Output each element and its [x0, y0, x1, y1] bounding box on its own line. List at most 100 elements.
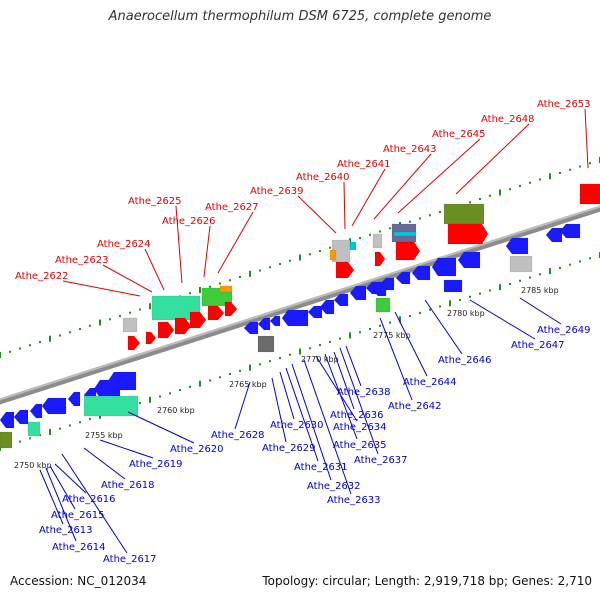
track-tick-0-2: [19, 347, 21, 350]
track-tick-0-13: [129, 311, 131, 314]
leader-bottom-22: [469, 299, 536, 340]
feature-blue-arrow-14: [333, 293, 349, 307]
track-tick-1-24: [239, 369, 241, 372]
label-Athe_2629: Athe_2629: [262, 443, 316, 454]
label-Athe_2618: Athe_2618: [101, 480, 155, 491]
feature-aquamarine-bottom: [83, 395, 139, 417]
track-tick-1-6: [59, 427, 61, 430]
label-Athe_2641: Athe_2641: [337, 159, 391, 170]
label-Athe_2649: Athe_2649: [537, 325, 591, 336]
track-tick-1-30: [299, 348, 301, 355]
track-tick-0-44: [439, 211, 441, 213]
track-tick-0-25: [249, 270, 251, 277]
track-tick-0-10: [99, 319, 101, 326]
feature-cyan-top: [349, 241, 357, 251]
track-tick-0-39: [389, 227, 391, 230]
track-tick-0-29: [289, 259, 291, 262]
track-tick-0-23: [229, 279, 231, 282]
label-Athe_2653: Athe_2653: [537, 99, 591, 110]
track-tick-1-46: [459, 299, 461, 302]
leader-bottom-1: [45, 467, 77, 542]
leader-bottom-14: [315, 355, 358, 422]
track-tick-0-53: [529, 181, 531, 184]
feature-blue-arrow-3: [41, 397, 67, 415]
label-Athe_2625: Athe_2625: [128, 196, 182, 207]
feature-orange-top-2: [329, 249, 337, 261]
label-Athe_2648: Athe_2648: [481, 114, 535, 125]
label-Athe_2628: Athe_2628: [211, 430, 265, 441]
feature-blue-arrow-2: [29, 403, 43, 419]
track-tick-1-19: [189, 385, 191, 388]
track-tick-1-57: [569, 263, 571, 266]
leader-bottom-9: [271, 377, 287, 443]
label-Athe_2640: Athe_2640: [296, 172, 350, 183]
feature-blue-arrow-18: [395, 271, 411, 285]
leader-top-12: [584, 108, 589, 169]
track-tick-1-52: [519, 279, 521, 282]
label-Athe_2630: Athe_2630: [270, 420, 324, 431]
feature-blue-arrow-10: [269, 315, 281, 327]
leader-top-4: [203, 225, 211, 278]
leader-top-6: [297, 195, 337, 234]
kbp-label-3: 2765 kbp: [229, 380, 267, 389]
label-Athe_2615: Athe_2615: [51, 510, 105, 521]
track-tick-0-14: [139, 308, 141, 311]
track-tick-1-22: [219, 376, 221, 379]
feature-orange-top: [219, 285, 233, 293]
leader-top-9: [373, 153, 432, 220]
backbone-line: [0, 205, 600, 405]
track-tick-0-50: [499, 189, 501, 196]
track-tick-0-15: [149, 303, 151, 310]
track-tick-1-16: [159, 395, 161, 398]
track-tick-0-31: [309, 253, 311, 256]
track-tick-1-3: [29, 437, 31, 440]
track-tick-0-20: [199, 287, 201, 293]
feature-blue-arrow-20: [431, 257, 457, 277]
feature-blue-arrow-0: [0, 411, 15, 429]
track-tick-0-37: [369, 233, 371, 236]
track-tick-1-49: [489, 289, 491, 292]
leader-top-0: [62, 280, 141, 297]
track-tick-1-44: [439, 305, 441, 308]
track-tick-1-42: [419, 311, 421, 314]
track-tick-0-4: [39, 341, 41, 343]
feature-red-arrow-11: [447, 223, 489, 245]
kbp-label-0: 2750 kbp: [14, 461, 52, 470]
track-tick-0-41: [409, 220, 411, 223]
feature-blue-arrow-19: [411, 265, 431, 281]
track-tick-1-48: [479, 292, 481, 295]
feature-blue-arrow-4: [67, 391, 81, 407]
track-tick-1-17: [169, 392, 171, 395]
label-Athe_2632: Athe_2632: [307, 481, 361, 492]
label-Athe_2645: Athe_2645: [432, 129, 486, 140]
feature-red-arrow-10: [395, 241, 421, 261]
track-tick-1-54: [539, 273, 541, 276]
label-Athe_2647: Athe_2647: [511, 340, 565, 351]
track-tick-0-59: [589, 162, 591, 165]
leader-bottom-3: [54, 463, 87, 494]
track-tick-0-51: [509, 188, 511, 191]
leader-bottom-10: [279, 371, 295, 420]
label-Athe_2620: Athe_2620: [170, 444, 224, 455]
track-tick-0-21: [209, 285, 211, 288]
track-tick-1-31: [309, 347, 311, 350]
leader-bottom-6: [99, 439, 154, 459]
track-tick-1-55: [549, 268, 551, 275]
genome-summary-text: Topology: circular; Length: 2,919,718 bp…: [262, 574, 592, 588]
leader-top-2: [144, 248, 165, 291]
feature-red-arrow-1: [127, 335, 141, 351]
track-tick-1-9: [89, 418, 91, 421]
feature-blue-arrow-15: [349, 285, 367, 301]
leader-top-5: [217, 211, 254, 274]
feature-blue-arrow-21: [457, 251, 481, 269]
leader-top-8: [351, 168, 386, 227]
feature-red-arrow-2: [145, 331, 157, 345]
track-tick-1-45: [449, 300, 451, 307]
feature-red-arrow-6: [207, 305, 225, 321]
track-tick-1-38: [379, 324, 381, 327]
track-tick-1-58: [579, 260, 581, 263]
track-tick-0-19: [189, 292, 191, 295]
feature-blue-rect-1: [443, 279, 463, 293]
track-tick-0-8: [79, 328, 81, 330]
label-Athe_2646: Athe_2646: [438, 355, 492, 366]
